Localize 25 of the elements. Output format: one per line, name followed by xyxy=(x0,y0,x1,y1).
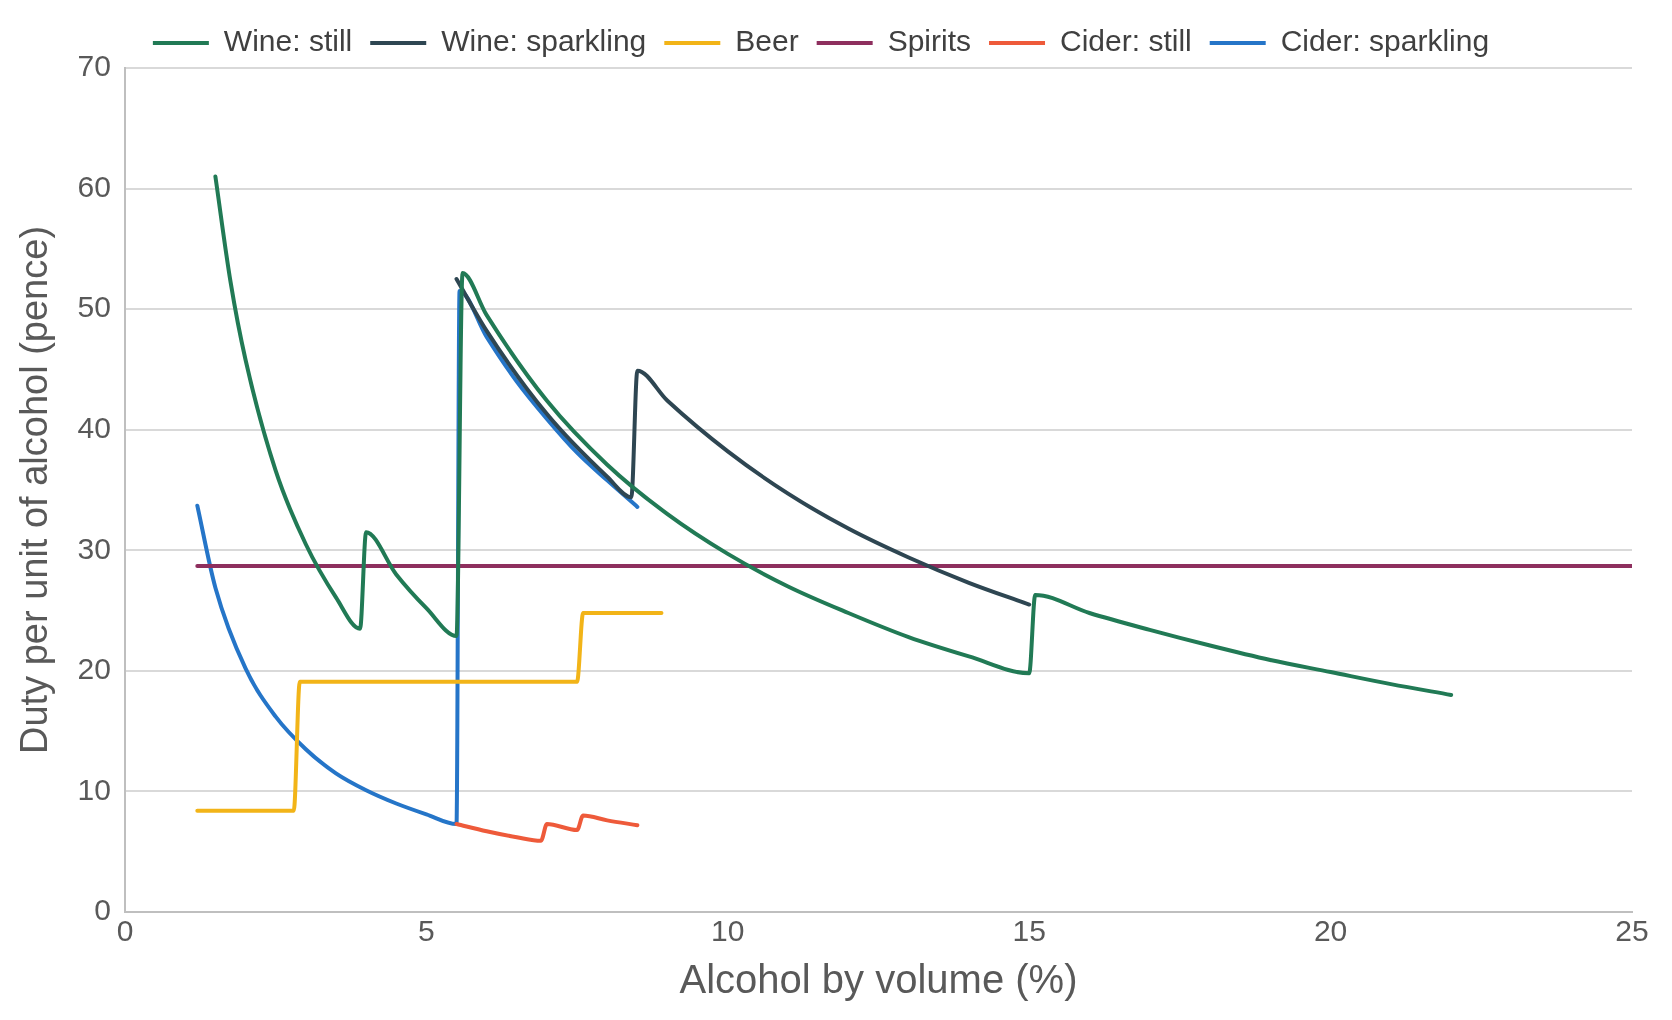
legend-label: Spirits xyxy=(887,24,972,58)
y-tick-label: 70 xyxy=(77,49,111,83)
y-tick-label: 60 xyxy=(77,169,111,203)
x-tick-label: 5 xyxy=(418,914,435,948)
y-tick-label: 30 xyxy=(77,531,111,565)
legend-label: Beer xyxy=(735,24,799,58)
x-tick-label: 10 xyxy=(711,914,745,948)
legend-label: Cider: sparkling xyxy=(1280,24,1490,58)
line-series xyxy=(454,277,1032,607)
line-series xyxy=(454,813,640,843)
line-series xyxy=(213,174,1454,697)
legend-label: Wine: sparkling xyxy=(441,24,647,58)
x-axis-title: Alcohol by volume (%) xyxy=(679,957,1078,1002)
x-tick-label: 15 xyxy=(1012,914,1046,948)
x-tick-label: 25 xyxy=(1615,914,1649,948)
legend-label: Cider: still xyxy=(1060,24,1192,58)
x-tick-label: 0 xyxy=(116,914,134,948)
y-tick-label: 0 xyxy=(94,893,111,927)
y-tick-label: 40 xyxy=(77,410,111,444)
y-tick-label: 50 xyxy=(77,290,111,324)
y-tick-label: 10 xyxy=(77,772,111,806)
legend-label: Wine: still xyxy=(223,24,353,58)
y-tick-label: 20 xyxy=(77,652,111,686)
y-axis-title: Duty per unit of alcohol (pence) xyxy=(13,225,56,755)
x-tick-label: 20 xyxy=(1313,914,1348,948)
